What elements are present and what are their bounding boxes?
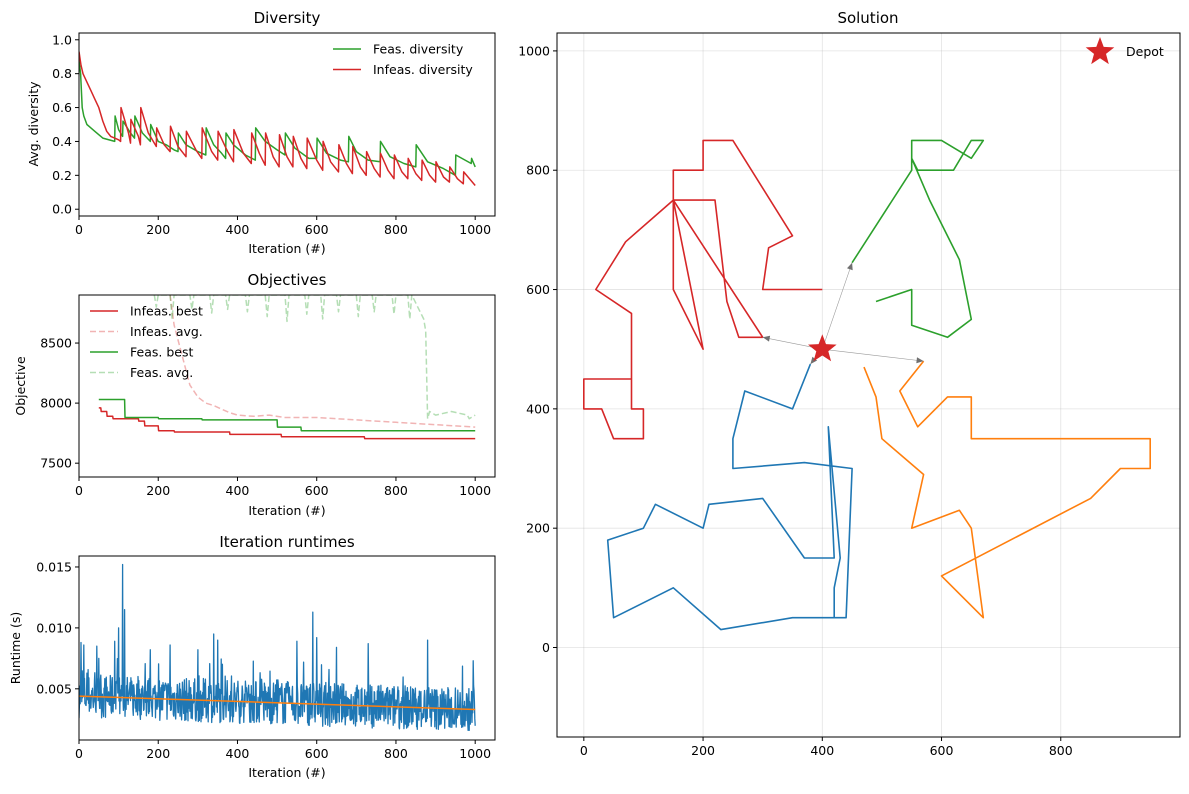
diversity-series-line-1 — [79, 51, 476, 186]
solution-frame — [556, 32, 1181, 738]
diversity-panel: Diversity Iteration (#) Avg. diversity 0… — [26, 9, 496, 256]
solution-title: Solution — [837, 9, 898, 27]
objectives-series-line-0 — [98, 407, 476, 440]
objectives-ytick-label: 8000 — [40, 396, 72, 411]
diversity-title: Diversity — [254, 9, 321, 27]
objectives-xtick-label: 400 — [226, 483, 250, 498]
solution-route-1 — [851, 139, 985, 339]
solution-ytick-label: 800 — [526, 163, 550, 178]
objectives-legend-label-3: Feas. avg. — [130, 365, 193, 380]
solution-ytick-label: 1000 — [518, 43, 550, 58]
solution-xtick-label: 800 — [1049, 743, 1073, 758]
objectives-ytick-label: 8500 — [40, 336, 72, 351]
runtimes-panel: Iteration runtimes Iteration (#) Runtime… — [8, 533, 496, 780]
solution-route-0 — [583, 139, 823, 440]
diversity-xtick-label: 0 — [75, 222, 83, 237]
runtimes-xtick-label: 800 — [384, 746, 408, 761]
solution-xtick-label: 200 — [691, 743, 715, 758]
diversity-xtick-label: 400 — [226, 222, 250, 237]
objectives-xtick-label: 600 — [305, 483, 329, 498]
diversity-ytick-label: 0.0 — [52, 202, 72, 217]
solution-ytick-label: 0 — [542, 640, 550, 655]
diversity-ylabel: Avg. diversity — [26, 81, 41, 167]
solution-xtick-label: 400 — [810, 743, 834, 758]
runtimes-xtick-label: 1000 — [459, 746, 491, 761]
objectives-title: Objectives — [248, 271, 327, 289]
runtimes-xtick-label: 200 — [146, 746, 170, 761]
diversity-xtick-label: 800 — [384, 222, 408, 237]
solution-depot-arrow-3 — [822, 348, 924, 362]
diversity-series-line-0 — [79, 60, 476, 177]
runtimes-series-line-0 — [79, 563, 476, 732]
diversity-ytick-label: 0.4 — [52, 134, 72, 149]
solution-depot-arrowhead-0 — [762, 335, 771, 342]
diversity-ytick-label: 0.2 — [52, 168, 72, 183]
objectives-ylabel: Objective — [13, 356, 28, 416]
runtimes-ylabel: Runtime (s) — [8, 612, 23, 684]
objectives-series-line-2 — [98, 398, 476, 432]
objectives-xlabel: Iteration (#) — [248, 503, 325, 518]
diversity-xtick-label: 200 — [146, 222, 170, 237]
solution-legend-star — [1085, 37, 1115, 65]
objectives-xtick-label: 200 — [146, 483, 170, 498]
objectives-xtick-label: 800 — [384, 483, 408, 498]
objectives-legend-label-1: Infeas. avg. — [130, 324, 203, 339]
solution-legend-depot-label: Depot — [1126, 44, 1164, 59]
diversity-ytick-label: 0.6 — [52, 100, 72, 115]
objectives-plot-area — [98, 295, 476, 440]
solution-ytick-label: 200 — [526, 521, 550, 536]
objectives-legend-label-2: Feas. best — [130, 345, 193, 360]
objectives-frame — [78, 294, 496, 478]
runtimes-title: Iteration runtimes — [219, 533, 354, 551]
runtimes-ytick-label: 0.005 — [36, 681, 72, 696]
objectives-panel: Objectives Iteration (#) Objective 0 200 4… — [13, 271, 496, 518]
runtimes-plot-area — [79, 563, 476, 732]
runtimes-series-line-1 — [79, 695, 476, 711]
solution-xtick-label: 0 — [580, 743, 588, 758]
objectives-ytick-label: 7500 — [40, 456, 72, 471]
solution-depot-arrowhead-3 — [916, 357, 924, 364]
runtimes-ytick-label: 0.015 — [36, 559, 72, 574]
diversity-legend-label-1: Infeas. diversity — [373, 62, 473, 77]
diversity-ytick-label: 1.0 — [52, 32, 72, 47]
solution-panel: Solution Depot 0 200 400 600 800 0 200 400 600 800… — [518, 9, 1181, 758]
runtimes-xtick-label: 600 — [305, 746, 329, 761]
runtimes-frame — [78, 555, 496, 741]
objectives-series-line-1 — [169, 295, 476, 428]
solution-xtick-label: 600 — [930, 743, 954, 758]
diversity-xlabel: Iteration (#) — [248, 241, 325, 256]
diversity-xtick-label: 600 — [305, 222, 329, 237]
objectives-xtick-label: 1000 — [459, 483, 491, 498]
solution-ytick-label: 400 — [526, 401, 550, 416]
solution-ytick-label: 600 — [526, 282, 550, 297]
runtimes-ytick-label: 0.010 — [36, 620, 72, 635]
diversity-plot-area — [79, 51, 476, 186]
solution-depot-arrow-2 — [822, 262, 853, 350]
runtimes-xlabel: Iteration (#) — [248, 765, 325, 780]
diversity-ytick-label: 0.8 — [52, 66, 72, 81]
objectives-xtick-label: 0 — [75, 483, 83, 498]
runtimes-xtick-label: 0 — [75, 746, 83, 761]
objectives-legend-label-0: Infeas. best — [130, 304, 203, 319]
solution-depot-star — [808, 334, 837, 362]
diversity-frame — [78, 32, 496, 217]
solution-route-3 — [606, 363, 853, 631]
runtimes-xtick-label: 400 — [226, 746, 250, 761]
diversity-xtick-label: 1000 — [459, 222, 491, 237]
objectives-series-line-3 — [153, 295, 476, 420]
solution-depot-arrowhead-2 — [847, 262, 853, 271]
solution-route-2 — [863, 360, 1151, 619]
diversity-legend-label-0: Feas. diversity — [373, 42, 464, 57]
